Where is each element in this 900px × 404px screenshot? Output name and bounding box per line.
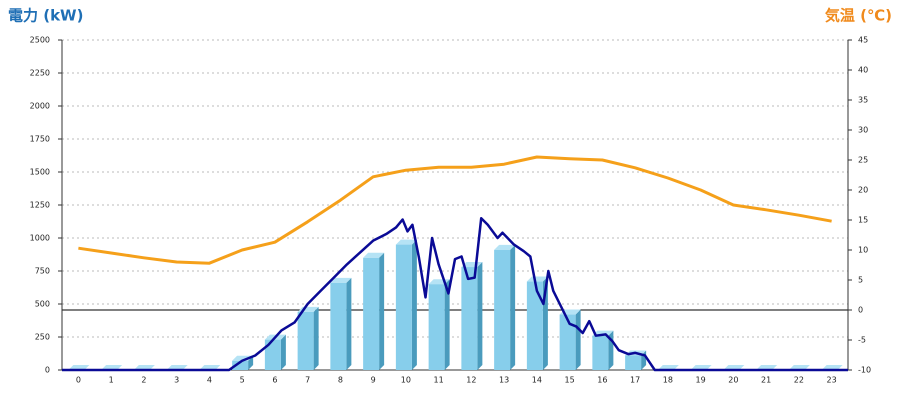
bar	[297, 311, 314, 370]
bar	[330, 282, 347, 370]
bar	[232, 360, 249, 370]
power-line	[62, 216, 848, 372]
x-tick-label: 13	[499, 376, 509, 385]
x-tick-label: 18	[663, 376, 673, 385]
x-tick-label: 14	[532, 376, 542, 385]
x-tick-label: 22	[794, 376, 804, 385]
bar-top	[395, 239, 417, 245]
bar	[363, 257, 380, 370]
bar-side	[346, 277, 352, 370]
bar	[494, 249, 511, 370]
x-tick-label: 1	[109, 376, 114, 385]
y2-tick-label: 15	[858, 216, 868, 225]
x-tick-label: 19	[696, 376, 706, 385]
x-tick-label: 10	[401, 376, 411, 385]
bar	[526, 281, 543, 370]
bar-side	[379, 252, 385, 370]
bar-side	[477, 262, 483, 370]
bar	[264, 339, 281, 370]
x-tick-label: 0	[76, 376, 81, 385]
bar-top	[526, 276, 548, 282]
y2-tick-label: 5	[858, 276, 863, 285]
x-tick-label: 2	[141, 376, 146, 385]
y2-tick-label: 0	[858, 306, 863, 315]
y2-tick-label: 40	[858, 66, 868, 75]
y-tick-label: 1750	[30, 135, 50, 144]
bar	[461, 267, 478, 370]
x-tick-label: 20	[728, 376, 738, 385]
y2-tick-label: -10	[858, 366, 871, 375]
y2-tick-label: 10	[858, 246, 868, 255]
y-tick-label: 500	[35, 300, 50, 309]
x-tick-label: 21	[761, 376, 771, 385]
bar	[559, 314, 576, 370]
y2-axis-title: 気温 (℃)	[825, 7, 892, 25]
y-tick-label: 0	[45, 366, 50, 375]
x-tick-label: 12	[466, 376, 476, 385]
y-tick-label: 2250	[30, 69, 50, 78]
y-tick-label: 1000	[30, 234, 50, 243]
y2-tick-label: 20	[858, 186, 868, 195]
x-tick-label: 16	[597, 376, 607, 385]
bar-side	[510, 244, 516, 370]
bar-top	[494, 244, 516, 250]
x-tick-label: 9	[371, 376, 376, 385]
y-tick-label: 750	[35, 267, 50, 276]
y2-tick-label: 35	[858, 96, 868, 105]
bar-side	[313, 306, 319, 370]
y-tick-label: 2500	[30, 36, 50, 45]
y2-tick-label: 45	[858, 36, 868, 45]
bar-side	[280, 334, 286, 370]
bar-side	[444, 279, 450, 370]
bar	[395, 244, 412, 370]
y-tick-label: 1500	[30, 168, 50, 177]
bar-top	[330, 277, 352, 283]
x-tick-label: 5	[240, 376, 245, 385]
temperature-line	[78, 155, 832, 265]
x-tick-label: 8	[338, 376, 343, 385]
x-tick-label: 3	[174, 376, 179, 385]
bar	[428, 284, 445, 370]
bar-side	[248, 355, 254, 370]
y-tick-label: 1250	[30, 201, 50, 210]
x-tick-label: 11	[434, 376, 444, 385]
bar-top	[363, 252, 385, 258]
bar-side	[575, 309, 581, 370]
y-tick-label: 2000	[30, 102, 50, 111]
x-tick-label: 15	[565, 376, 575, 385]
x-tick-label: 23	[827, 376, 837, 385]
y2-tick-label: 25	[858, 156, 868, 165]
x-tick-label: 7	[305, 376, 310, 385]
bar-side	[411, 239, 417, 370]
x-tick-label: 6	[272, 376, 277, 385]
y2-tick-label: 30	[858, 126, 868, 135]
bar	[625, 355, 642, 370]
y2-tick-label: -5	[858, 336, 866, 345]
x-tick-label: 17	[630, 376, 640, 385]
y-axis-title: 電力 (kW)	[8, 7, 83, 25]
x-tick-label: 4	[207, 376, 212, 385]
y-tick-label: 250	[35, 333, 50, 342]
bar	[592, 335, 609, 370]
